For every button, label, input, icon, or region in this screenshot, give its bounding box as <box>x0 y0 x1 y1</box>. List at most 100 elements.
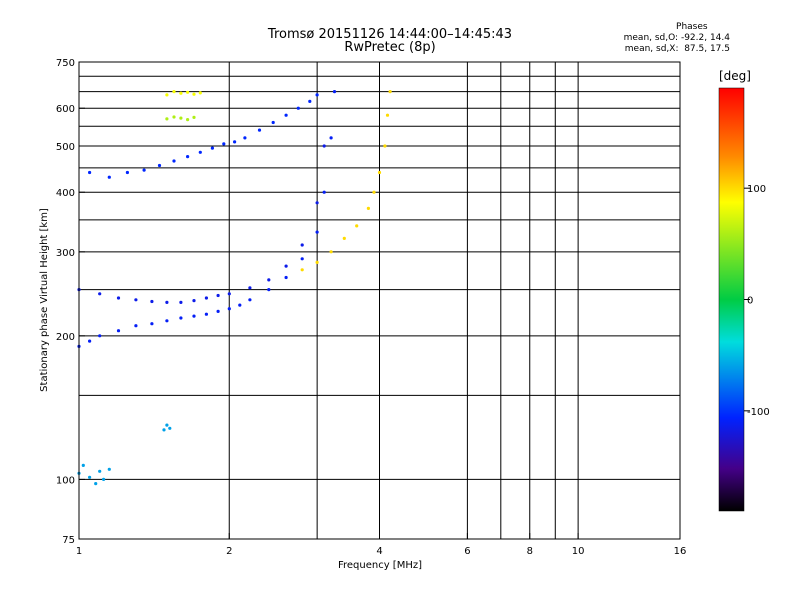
data-point <box>366 206 370 210</box>
data-point <box>98 292 102 296</box>
data-point <box>179 316 183 320</box>
data-point <box>300 243 304 247</box>
data-point <box>271 120 275 125</box>
data-point <box>88 170 92 175</box>
data-point <box>165 423 169 427</box>
x-tick-label: 6 <box>464 546 470 557</box>
data-point <box>216 293 220 298</box>
data-point <box>284 113 288 117</box>
data-point <box>98 469 102 473</box>
chart-subtitle: RwPretec (8p) <box>344 40 436 55</box>
x-tick-label: 8 <box>527 546 533 557</box>
colorbar <box>718 87 745 512</box>
data-point <box>179 116 183 120</box>
data-point <box>192 314 196 318</box>
data-point <box>98 334 102 338</box>
data-point <box>385 113 390 117</box>
data-point <box>377 170 382 175</box>
data-point <box>186 118 190 122</box>
data-point <box>192 299 196 303</box>
data-point <box>204 296 208 300</box>
colorbar-tick-label: 100 <box>747 184 766 195</box>
data-point <box>248 286 252 290</box>
y-tick-label: 400 <box>56 188 75 199</box>
grid-lines <box>79 62 680 539</box>
data-point <box>81 463 85 467</box>
x-axis-label: Frequency [MHz] <box>338 560 422 571</box>
data-point <box>162 428 166 432</box>
data-point <box>192 115 196 119</box>
data-point <box>315 93 319 97</box>
data-point <box>150 299 154 304</box>
data-point <box>300 257 304 261</box>
data-point <box>179 300 183 304</box>
data-point <box>329 250 333 254</box>
data-point <box>210 146 214 150</box>
y-axis-label: Stationary phase Virtual Height [km] <box>39 208 50 392</box>
x-tick-label: 10 <box>572 546 585 557</box>
data-point <box>227 292 231 296</box>
data-point <box>198 150 202 154</box>
data-point <box>142 168 146 172</box>
data-point <box>186 155 190 159</box>
data-point <box>216 309 220 313</box>
data-point <box>94 482 98 486</box>
data-point <box>192 92 196 96</box>
data-point <box>372 190 376 194</box>
stats-heading: Phases <box>676 22 708 32</box>
data-point <box>267 288 271 292</box>
data-point <box>88 475 92 479</box>
data-point <box>322 144 326 148</box>
y-tick-label: 500 <box>56 142 75 153</box>
data-point <box>243 136 247 140</box>
data-point <box>134 324 138 328</box>
data-point <box>168 426 172 430</box>
data-point <box>165 117 169 121</box>
data-point <box>315 260 319 264</box>
y-tick-label: 200 <box>56 332 75 343</box>
data-point <box>179 91 183 95</box>
data-point <box>388 90 392 94</box>
data-point <box>257 128 262 132</box>
x-tick-label: 1 <box>76 546 82 557</box>
data-point <box>150 322 154 326</box>
data-point <box>300 268 304 272</box>
colorbar-ticks: 100 0 -100 <box>744 184 770 418</box>
data-point <box>284 275 288 280</box>
phase-stats: Phases mean, sd,O: -92.2, 14.4 mean, sd,… <box>624 22 730 55</box>
data-point <box>284 264 288 268</box>
data-point <box>116 329 121 333</box>
y-tick-label: 750 <box>56 58 75 69</box>
data-point <box>165 319 169 323</box>
data-point <box>125 170 129 175</box>
colorbar-tick-label: 0 <box>747 296 753 307</box>
y-tick-label: 300 <box>56 248 75 259</box>
x-tick-label: 16 <box>674 546 687 557</box>
data-point <box>383 144 387 148</box>
stats-line-o: mean, sd,O: -92.2, 14.4 <box>623 33 730 43</box>
data-point <box>198 91 202 95</box>
y-tick-label: 75 <box>62 535 75 546</box>
data-point <box>329 136 333 140</box>
data-point <box>248 298 252 302</box>
data-point <box>227 307 231 311</box>
data-point <box>315 201 319 205</box>
data-point <box>342 236 346 240</box>
data-point <box>308 99 312 103</box>
data-point <box>165 93 169 97</box>
colorbar-tick-label: -100 <box>747 407 770 418</box>
data-point <box>165 300 169 304</box>
data-point <box>116 296 121 300</box>
axes: 1 2 4 6 8 10 16 75 100 200 300 400 500 600 750 <box>56 58 686 557</box>
y-tick-label: 100 <box>56 475 75 486</box>
data-point <box>222 142 226 146</box>
data-point <box>157 163 162 168</box>
data-point <box>107 175 111 179</box>
data-point <box>107 467 111 471</box>
data-point <box>233 140 237 144</box>
data-points <box>77 90 392 486</box>
data-point <box>355 224 359 228</box>
data-point <box>204 312 208 316</box>
colorbar-label: [deg] <box>719 69 751 83</box>
data-point <box>332 90 337 94</box>
